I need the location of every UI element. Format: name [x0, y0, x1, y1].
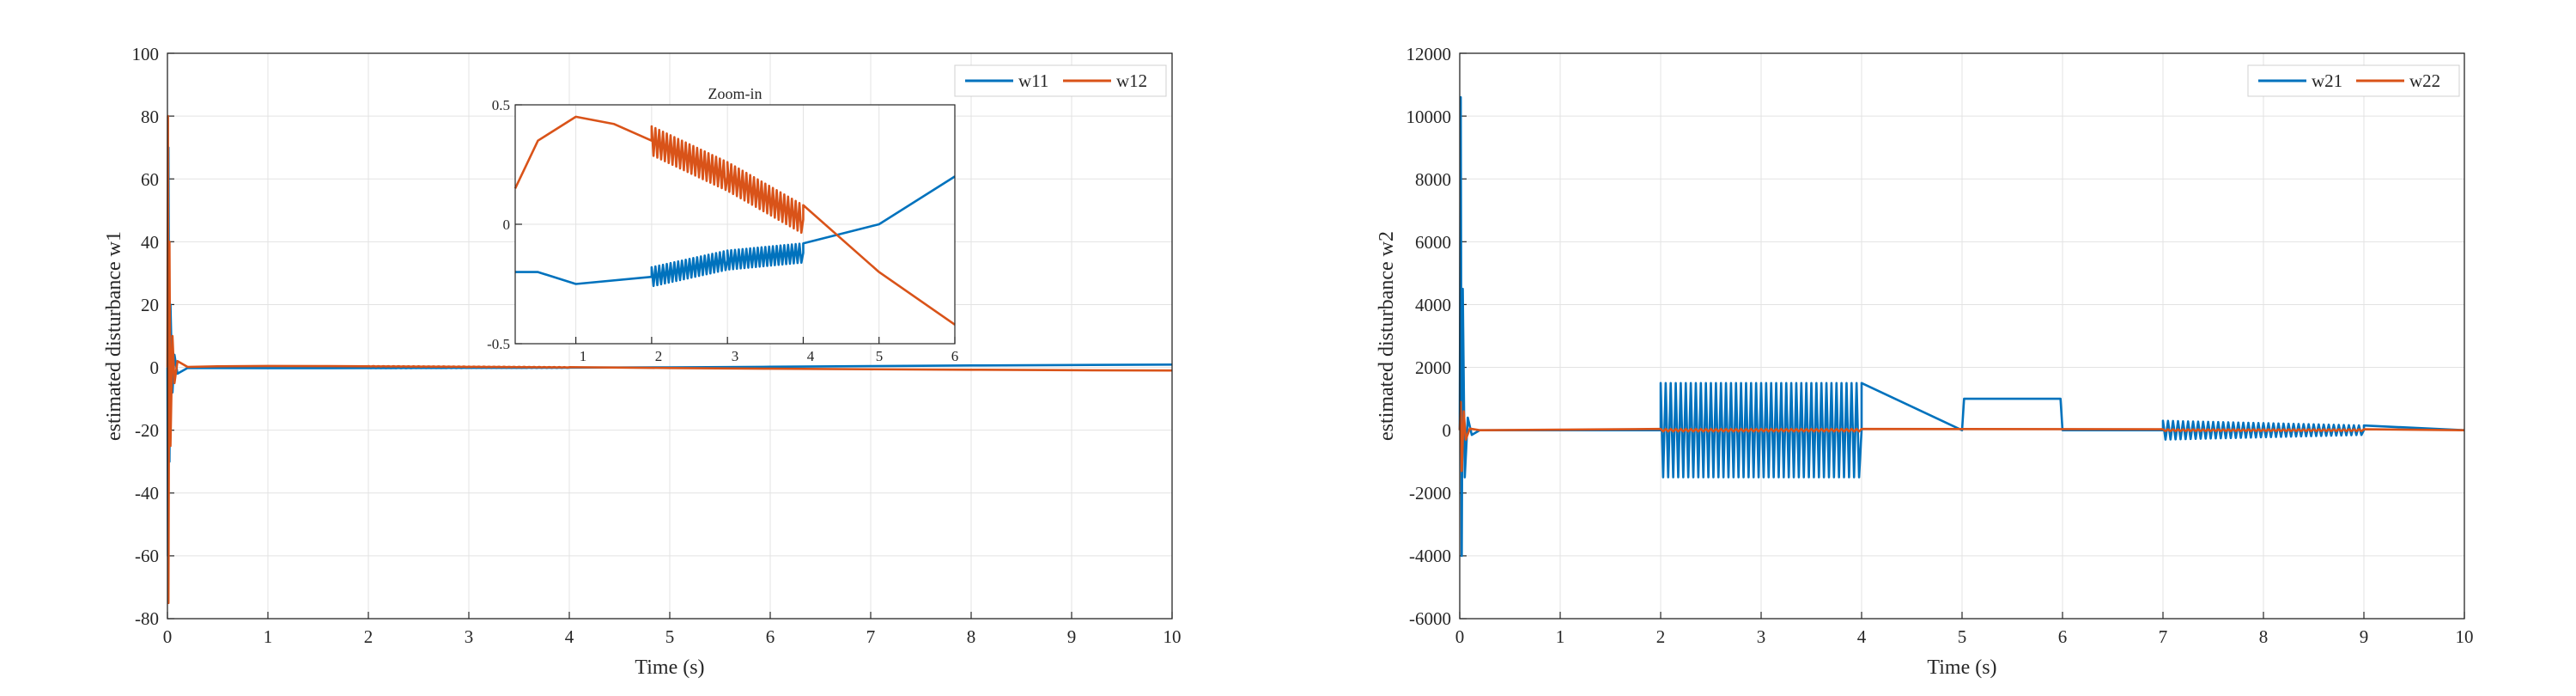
inset-x-tick-label: 5: [876, 348, 884, 364]
y-tick-label: -6000: [1409, 608, 1451, 629]
y-tick-label: 20: [141, 295, 159, 315]
x-tick-label: 5: [1958, 626, 1967, 647]
legend-label-w22: w22: [2409, 70, 2440, 91]
x-tick-label: 6: [2058, 626, 2068, 647]
series-line-w12: [513, 115, 956, 326]
inset-x-tick-label: 3: [732, 348, 739, 364]
y-tick-label: 2000: [1415, 357, 1451, 378]
y-tick-label: 12000: [1406, 44, 1452, 64]
axes-box-w1: [167, 52, 1173, 620]
inset-x-tick-label: 2: [655, 348, 663, 364]
y-tick-label: 60: [141, 169, 159, 190]
y-tick-label: 40: [141, 232, 159, 253]
x-tick-label: 9: [2360, 626, 2369, 647]
x-tick-label: 0: [163, 626, 173, 647]
series-line-w12: [166, 114, 1173, 605]
y-tick-label: 8000: [1415, 169, 1451, 190]
inset-x-tick-label: 6: [951, 348, 959, 364]
chart-w1: 100 80 60 40 20 0 -20 -40 -60 -80 0 1 2 …: [103, 44, 1182, 679]
y-tick-label: -4000: [1409, 546, 1451, 566]
x-tick-label: 2: [364, 626, 374, 647]
x-tick-label: 9: [1067, 626, 1077, 647]
y-tick-label: 100: [132, 44, 160, 64]
y-tick-labels-w1: 100 80 60 40 20 0 -20 -40 -60 -80: [132, 44, 160, 629]
inset-x-tick-label: 1: [580, 348, 587, 364]
legend-label-w11: w11: [1018, 70, 1048, 91]
inset-zoom-in: Zoom-in 0.5 0 -0.5 1 2 3 4 5 6: [487, 85, 958, 364]
inset-x-tick-label: 4: [807, 348, 815, 364]
y-tick-label: -40: [135, 483, 159, 504]
series-line-w22: [1458, 400, 2465, 473]
series-group-w2: [1458, 95, 2465, 558]
y-tick-label: 10000: [1406, 107, 1452, 127]
x-tick-label: 6: [766, 626, 775, 647]
x-tick-labels-w1: 0 1 2 3 4 5 6 7 8 9 10: [163, 626, 1182, 647]
x-tick-label: 3: [1757, 626, 1766, 647]
y-tick-label: 6000: [1415, 232, 1451, 253]
x-tick-label: 4: [1857, 626, 1867, 647]
y-tick-label: -2000: [1409, 483, 1451, 504]
y-tick-label: -60: [135, 546, 159, 566]
legend-label-w21: w21: [2312, 70, 2342, 91]
y-axis-label-w1: estimated disturbance w1: [103, 231, 125, 441]
x-tick-label: 2: [1656, 626, 1666, 647]
series-group-w1: [166, 114, 1173, 605]
x-tick-labels-w2: 0 1 2 3 4 5 6 7 8 9 10: [1455, 626, 2474, 647]
x-tick-label: 0: [1455, 626, 1465, 647]
x-tick-label: 8: [2259, 626, 2269, 647]
legend-w2: w21 w22: [2247, 64, 2460, 97]
y-tick-label: 0: [150, 357, 160, 378]
inset-y-tick-label: 0.5: [492, 97, 510, 113]
x-tick-label: 1: [1556, 626, 1565, 647]
y-axis-label-w2: estimated disturbance w2: [1376, 231, 1398, 441]
x-tick-label: 1: [264, 626, 273, 647]
x-tick-label: 7: [2159, 626, 2168, 647]
y-tick-label: 4000: [1415, 295, 1451, 315]
y-tick-label: -80: [135, 608, 159, 629]
x-tick-label: 5: [665, 626, 675, 647]
x-axis-label-w2: Time (s): [1927, 656, 1996, 679]
inset-series-group: [513, 115, 956, 326]
axes-box-w2: [1459, 52, 2465, 620]
x-tick-label: 10: [2456, 626, 2474, 647]
x-tick-label: 8: [967, 626, 976, 647]
legend-w1: w11 w12: [954, 64, 1167, 97]
y-tick-label: 80: [141, 107, 159, 127]
chart-w2: 12000 10000 8000 6000 4000 2000 0 -2000 …: [1376, 44, 2474, 679]
inset-axes-box: [514, 104, 956, 345]
inset-title: Zoom-in: [708, 85, 762, 102]
x-tick-label: 7: [866, 626, 876, 647]
x-tick-label: 10: [1163, 626, 1182, 647]
y-tick-labels-w2: 12000 10000 8000 6000 4000 2000 0 -2000 …: [1406, 44, 1452, 629]
inset-y-tick-label: 0: [503, 217, 511, 233]
inset-y-tick-label: -0.5: [487, 336, 510, 352]
x-axis-label-w1: Time (s): [635, 656, 704, 679]
legend-label-w12: w12: [1116, 70, 1147, 91]
x-tick-label: 3: [465, 626, 474, 647]
series-line-w11: [515, 175, 956, 288]
x-tick-label: 4: [565, 626, 574, 647]
y-tick-label: -20: [135, 420, 159, 441]
y-tick-label: 0: [1443, 420, 1452, 441]
